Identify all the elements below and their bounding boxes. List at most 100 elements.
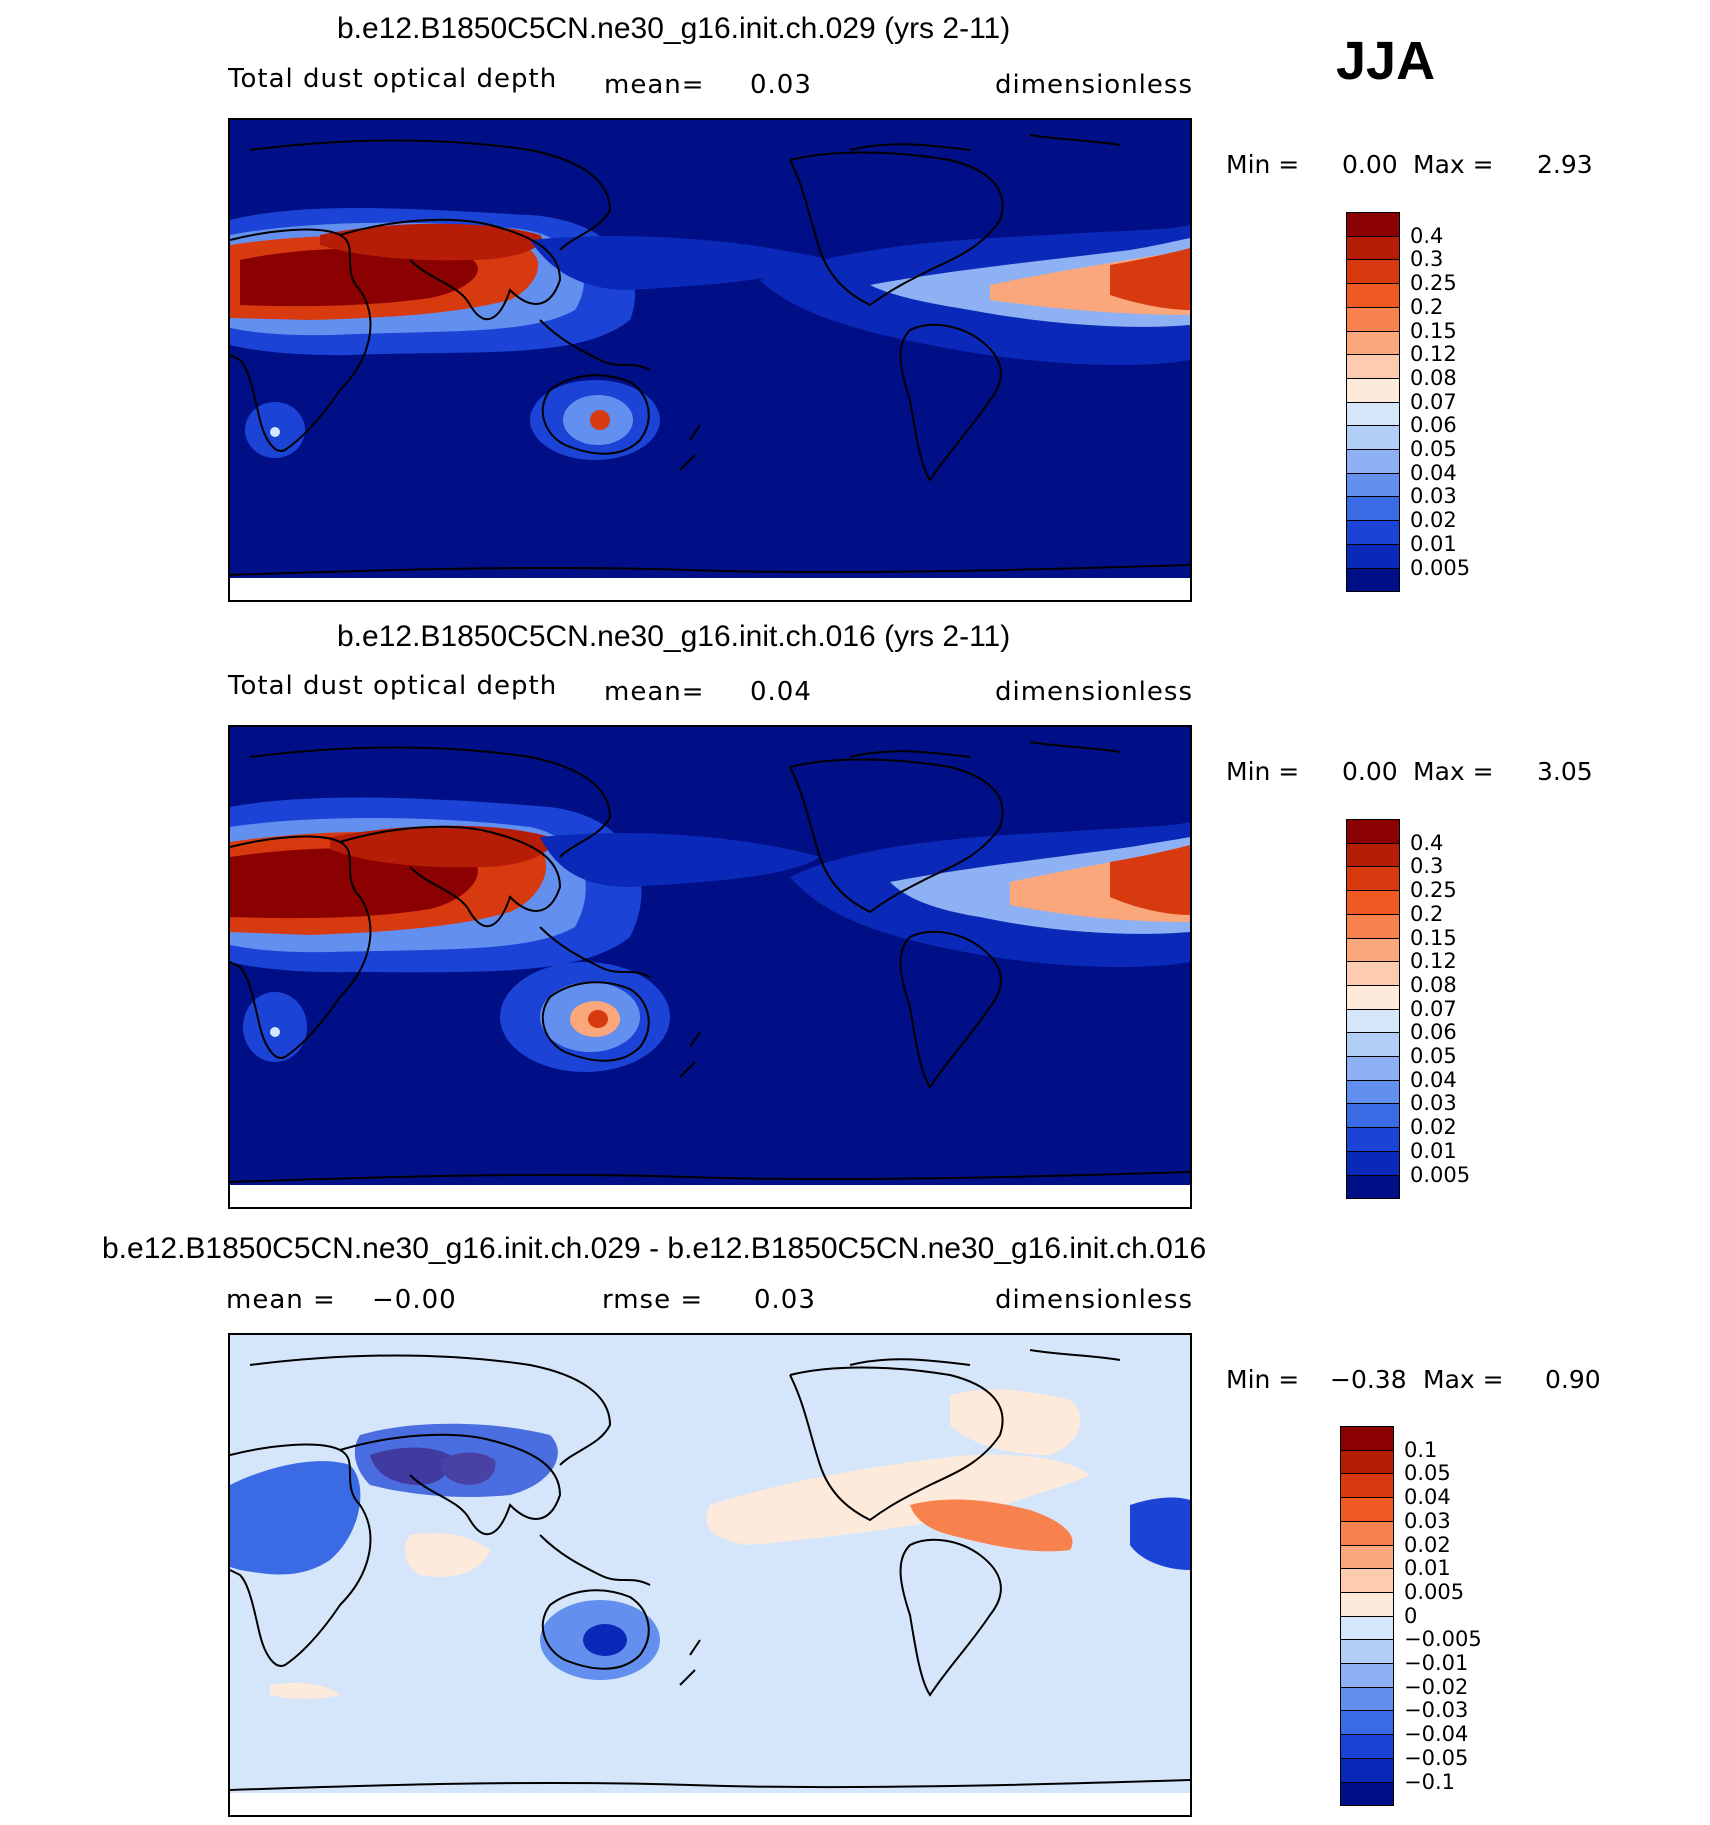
colorbar-swatch xyxy=(1346,330,1400,356)
colorbar-tick-label: 0.06 xyxy=(1410,1020,1457,1045)
panel2-min-label: Min = xyxy=(1226,757,1300,786)
panel3-mean-label: mean = xyxy=(226,1285,336,1315)
colorbar-swatch xyxy=(1340,1663,1394,1688)
colorbar-tick-label: 0.07 xyxy=(1410,389,1457,414)
australia-coast xyxy=(541,1589,650,1670)
colorbar-tick-label: 0.01 xyxy=(1404,1556,1451,1581)
missing-data-band xyxy=(230,1185,1190,1207)
colorbar-tick-label: 0.005 xyxy=(1410,555,1471,580)
colorbar-swatch xyxy=(1346,449,1400,474)
antarctica-coast xyxy=(230,1171,1190,1183)
colorbar-tick-label: 0.07 xyxy=(1410,996,1457,1021)
colorbar-swatch xyxy=(1340,1449,1394,1475)
panel1-map xyxy=(228,118,1192,602)
pacific-plume-outer xyxy=(530,236,830,290)
panel3-mean-value: −0.00 xyxy=(372,1285,457,1315)
asian-dust-core xyxy=(330,825,552,868)
australia-coast xyxy=(541,374,650,455)
colorbar-tick-label: 0.03 xyxy=(1410,484,1457,509)
colorbar-tick-label: 0.25 xyxy=(1410,878,1457,903)
colorbar-swatch xyxy=(1346,1056,1400,1081)
panel1-units: dimensionless xyxy=(995,70,1193,100)
panel3-title: b.e12.B1850C5CN.ne30_g16.init.ch.029 - b… xyxy=(102,1232,1207,1265)
panel3-rmse-value: 0.03 xyxy=(754,1285,816,1315)
colorbar-swatch xyxy=(1346,1127,1400,1152)
colorbar-tick-label: −0.02 xyxy=(1404,1674,1469,1699)
antarctica-coast xyxy=(230,1779,1190,1791)
colorbar-swatch xyxy=(1346,543,1400,569)
coastlines xyxy=(230,134,1190,576)
arctic-islands-coast xyxy=(849,1349,1121,1366)
panel1-min-value: 0.00 xyxy=(1342,150,1398,179)
panel3-min-value: −0.38 xyxy=(1330,1365,1407,1394)
colorbar-swatch xyxy=(1346,212,1400,237)
antarctica-coast xyxy=(230,564,1190,576)
south-africa-core xyxy=(270,1027,280,1037)
colorbar-swatch xyxy=(1340,1710,1394,1736)
colorbar-tick-label: 0.02 xyxy=(1404,1532,1451,1557)
colorbar-swatch xyxy=(1340,1473,1394,1499)
colorbar-tick-label: 0.08 xyxy=(1410,365,1457,390)
panel3-min-label: Min = xyxy=(1226,1365,1300,1394)
colorbar-tick-label: 0.05 xyxy=(1410,437,1457,461)
atlantic-plume-core xyxy=(1110,845,1190,915)
north-america-positive-anomaly xyxy=(950,1389,1081,1455)
panel1-max-value: 2.93 xyxy=(1537,150,1593,179)
eurasia-south-coast xyxy=(339,825,562,927)
north-america-coast xyxy=(789,1366,1004,1522)
colorbar-swatch xyxy=(1340,1734,1394,1759)
missing-data-band xyxy=(230,578,1190,600)
pacific-positive-anomaly xyxy=(706,1454,1090,1545)
colorbar-swatch xyxy=(1346,984,1400,1010)
colorbar-swatch xyxy=(1340,1639,1394,1664)
colorbar-swatch xyxy=(1340,1686,1394,1712)
caribbean-positive-anomaly xyxy=(910,1499,1073,1552)
colorbar-swatch xyxy=(1340,1544,1394,1570)
colorbar-tick-label: 0.03 xyxy=(1410,1091,1457,1116)
colorbar-swatch xyxy=(1346,842,1400,868)
colorbar-swatch xyxy=(1346,567,1400,593)
colorbar-tick-label: −0.04 xyxy=(1404,1722,1469,1747)
north-america-coast xyxy=(789,151,1004,307)
panel2-units: dimensionless xyxy=(995,677,1193,707)
asia-negative-anomaly xyxy=(354,1423,558,1497)
colorbar-swatch xyxy=(1346,819,1400,844)
colorbar-swatch xyxy=(1340,1615,1394,1641)
colorbar-swatch xyxy=(1346,913,1400,939)
panel2-mean-value: 0.04 xyxy=(750,677,812,707)
asian-dust-core xyxy=(320,223,542,261)
colorbar-tick-label: 0.005 xyxy=(1410,1162,1471,1187)
colorbar-swatch xyxy=(1340,1757,1394,1783)
colorbar-tick-label: −0.005 xyxy=(1404,1627,1482,1652)
colorbar-swatch xyxy=(1340,1426,1394,1451)
colorbar-swatch xyxy=(1346,961,1400,986)
panel1-min-label: Min = xyxy=(1226,150,1300,179)
colorbar-swatch xyxy=(1346,401,1400,427)
panel1-max-label: Max = xyxy=(1413,150,1494,179)
missing-data-band xyxy=(230,1793,1190,1815)
colorbar-swatch xyxy=(1346,354,1400,379)
colorbar-tick-label: 0.25 xyxy=(1410,271,1457,296)
colorbar-tick-label: 0.2 xyxy=(1410,901,1444,926)
season-label: JJA xyxy=(1336,31,1436,91)
colorbar-swatch xyxy=(1346,866,1400,892)
colorbar-tick-label: 0 xyxy=(1404,1603,1418,1628)
australia-plume-core xyxy=(588,1010,608,1028)
colorbar-swatch xyxy=(1340,1520,1394,1546)
panel3-max-label: Max = xyxy=(1423,1365,1504,1394)
colorbar-swatch xyxy=(1346,1103,1400,1129)
atlantic-plume-core xyxy=(1110,248,1190,310)
colorbar-tick-label: 0.04 xyxy=(1410,1067,1457,1092)
pacific-plume-outer xyxy=(540,833,820,887)
south-america-coast xyxy=(899,323,1002,482)
colorbar-swatch xyxy=(1346,306,1400,332)
colorbar-tick-label: 0.12 xyxy=(1410,342,1457,367)
coastlines xyxy=(230,1349,1190,1791)
west-africa-negative-anomaly xyxy=(1130,1497,1190,1570)
colorbar-tick-label: 0.3 xyxy=(1410,854,1444,879)
colorbar-tick-label: 0.3 xyxy=(1410,247,1444,272)
colorbar-swatch xyxy=(1346,1032,1400,1057)
south-ocean-positive-patch xyxy=(270,1683,340,1699)
colorbar-tick-label: 0.01 xyxy=(1410,531,1457,556)
eurasia-north-coast xyxy=(249,139,612,251)
